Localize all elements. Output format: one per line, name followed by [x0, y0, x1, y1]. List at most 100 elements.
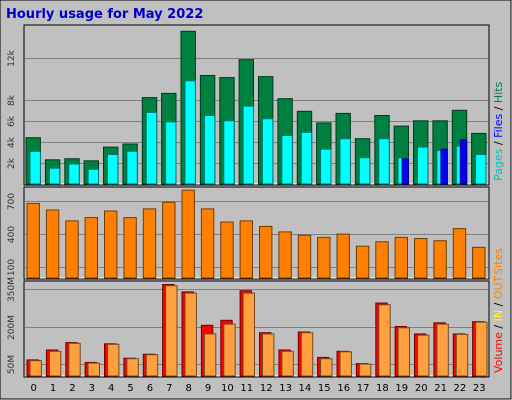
- bar-inout-22: [455, 333, 469, 377]
- bar-sites-16: [336, 233, 350, 279]
- bar-files-10: [223, 120, 235, 185]
- x-tick-label-13: 13: [279, 383, 292, 394]
- legend-entry: Hits: [492, 81, 505, 103]
- bar-sites-14: [297, 234, 312, 279]
- legend-entry: IN: [492, 310, 505, 321]
- bar-inout-13: [281, 350, 294, 377]
- x-tick-label-10: 10: [221, 383, 234, 394]
- bar-inout-18: [378, 304, 391, 377]
- bar-inout-7: [165, 285, 178, 377]
- bar-files-16: [339, 138, 351, 185]
- bar-files-6: [145, 111, 158, 185]
- bar-files-23: [475, 154, 487, 185]
- bar-sites-1: [45, 209, 60, 279]
- bar-sites-20: [414, 238, 428, 279]
- bar-sites-7: [162, 201, 176, 279]
- y-tick-label: 12k: [7, 49, 17, 66]
- bar-inout-8: [184, 292, 197, 377]
- bar-files-13: [281, 135, 293, 185]
- legend-entry: OUT: [492, 275, 505, 299]
- bar-files-14: [300, 131, 313, 185]
- chart-panels: 2k 4k 6k 8k 12k Pages / Files / Hits 100 400 700…: [7, 24, 505, 378]
- y-tick-label: 350M: [7, 277, 17, 302]
- panel-top: 2k 4k 6k 8k 12k Pages / Files / Hits: [7, 24, 505, 186]
- bar-inout-15: [320, 358, 333, 377]
- y-tick-label: 100: [7, 259, 17, 276]
- x-tick-label-0: 0: [31, 383, 37, 394]
- panel-background: [23, 186, 490, 280]
- bar-files-5: [126, 150, 138, 185]
- legend-entry: Sites: [492, 248, 505, 275]
- bar-sites-21: [433, 240, 447, 279]
- bar-sites-10: [220, 221, 234, 279]
- bar-files-11: [242, 105, 255, 185]
- bar-files-0: [29, 150, 41, 185]
- x-tick-label-21: 21: [434, 383, 447, 394]
- legend-top: Pages / Files / Hits: [492, 81, 505, 181]
- bar-sites-6: [142, 208, 157, 279]
- x-tick-label-12: 12: [260, 383, 273, 394]
- bar-sites-4: [104, 210, 118, 279]
- x-tick-label-18: 18: [376, 383, 389, 394]
- bar-sites-15: [317, 236, 331, 279]
- bar-inout-20: [417, 334, 430, 377]
- bar-inout-11: [242, 292, 256, 377]
- bar-sites-0: [26, 202, 40, 279]
- bar-files-8: [184, 80, 196, 185]
- panel-middle: 100 400 700 Sites: [7, 186, 505, 280]
- panel-bottom: 50M 200M 350M Volume / IN / OUT: [7, 275, 505, 378]
- x-tick-label-14: 14: [299, 383, 312, 394]
- bar-sites-11: [239, 220, 254, 279]
- bar-inout-16: [339, 351, 352, 377]
- bar-inout-3: [87, 362, 100, 377]
- y-tick-label: 50M: [7, 355, 17, 374]
- bar-files-3: [87, 168, 99, 185]
- bar-inout-23: [475, 321, 488, 377]
- bar-sites-2: [65, 220, 79, 279]
- x-tick-label-19: 19: [395, 383, 408, 394]
- x-tick-label-17: 17: [357, 383, 370, 394]
- x-tick-label-20: 20: [415, 383, 428, 394]
- bar-inout-2: [68, 342, 81, 377]
- legend-bottom: Volume / IN / OUT: [492, 275, 505, 373]
- bar-pages-21: [440, 148, 448, 185]
- bar-files-18: [378, 138, 390, 185]
- y-tick-label: 400: [7, 226, 17, 243]
- bar-sites-18: [375, 241, 389, 279]
- legend-entry: /: [492, 103, 505, 114]
- x-tick-label-22: 22: [454, 383, 467, 394]
- bar-files-15: [320, 148, 332, 185]
- x-tick-label-16: 16: [337, 383, 350, 394]
- bar-inout-9: [203, 333, 217, 377]
- bar-inout-5: [126, 358, 139, 377]
- bar-sites-8: [181, 189, 195, 279]
- legend-entry: Volume: [492, 332, 505, 373]
- y-tick-label: 6k: [7, 115, 17, 127]
- bar-inout-17: [358, 363, 372, 377]
- x-tick-label-7: 7: [166, 383, 172, 394]
- bar-files-4: [107, 154, 119, 185]
- legend-entry: /: [492, 299, 505, 310]
- bar-files-7: [165, 121, 177, 185]
- y-tick-label: 4k: [7, 136, 17, 148]
- bar-pages-22: [459, 139, 468, 185]
- x-tick-label-5: 5: [127, 383, 133, 394]
- bar-inout-21: [436, 323, 449, 377]
- bar-sites-23: [472, 246, 486, 279]
- x-tick-label-1: 1: [50, 383, 56, 394]
- chart-title: Hourly usage for May 2022: [6, 7, 203, 22]
- panel-background: [23, 280, 490, 378]
- bar-inout-6: [145, 354, 159, 377]
- legend-entry: /: [492, 138, 505, 149]
- x-tick-label-23: 23: [473, 383, 486, 394]
- bar-sites-5: [123, 217, 137, 279]
- legend-entry: Files: [492, 114, 505, 138]
- legend-middle: Sites: [492, 248, 505, 275]
- bar-files-2: [68, 163, 80, 185]
- bar-sites-13: [278, 231, 292, 279]
- bar-inout-1: [48, 350, 62, 377]
- x-axis-labels: 0 1 2 3 4 5 6 7 8 9 10 11 12 13 14 15 16 17 18 19 20 21 22 23: [31, 383, 486, 394]
- x-tick-label-9: 9: [205, 383, 211, 394]
- bar-files-20: [417, 146, 429, 185]
